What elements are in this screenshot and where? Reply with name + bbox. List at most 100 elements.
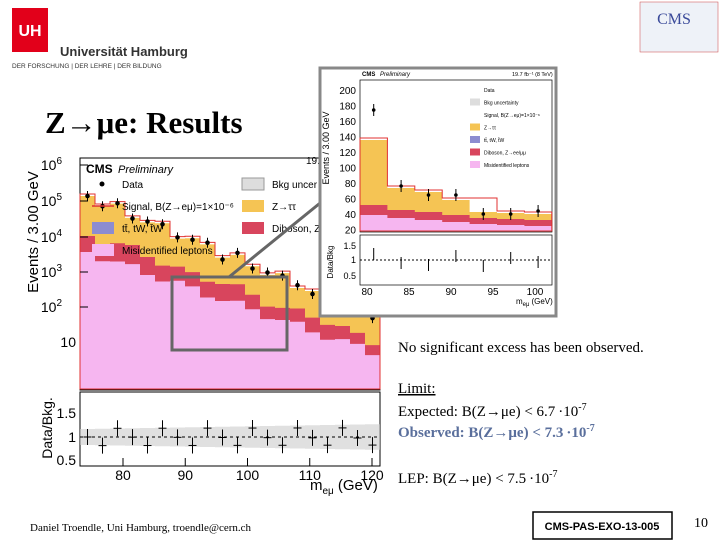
observed-text: Observed: B(Z→μe) < 7.3 (398, 425, 563, 441)
cms-logo (639, 1, 719, 53)
legend-label: Bkg uncer (272, 180, 318, 191)
inset-legend-label: Data (484, 88, 495, 94)
inset-y-tick-label: 80 (345, 179, 357, 190)
y-tick-exp: 4 (56, 228, 62, 239)
ratio-band (365, 424, 380, 450)
inset-legend-label: tt̄, tW, t̄W (484, 137, 505, 144)
no-excess: No significant excess has been observed. (398, 340, 644, 356)
legend-swatch (92, 244, 114, 256)
cms-logo-text: CMS (657, 11, 691, 28)
inset-orange (360, 140, 552, 231)
observed-base: ·10 (566, 425, 586, 441)
inset-plot: CMS Preliminary 19.7 fb⁻¹ (8 TeV) Events… (318, 66, 558, 318)
lep-text: LEP: B(Z→μe) < 7.5 (398, 471, 526, 487)
inset-legend-label: Z→ττ (484, 126, 496, 132)
results-text: No significant excess has been observed.… (398, 340, 644, 487)
inset-ratio-label: Data/Bkg (326, 246, 335, 279)
page-number: 10 (694, 516, 708, 531)
inset-x-label-sub: eμ (523, 302, 530, 308)
observed-exp: -7 (586, 423, 594, 434)
zoom-arrow (228, 193, 331, 279)
data-point (235, 250, 240, 256)
ratio-band (95, 428, 110, 446)
inset-x-label-text: m (516, 297, 523, 306)
y-tick-base: 10 (41, 193, 57, 209)
inset-lumi: 19.7 fb⁻¹ (8 TeV) (512, 72, 553, 78)
inset-legend-swatch (470, 111, 480, 118)
legend-swatch (92, 222, 114, 234)
motto: DER FORSCHUNG | DER LEHRE | DER BILDUNG (12, 63, 162, 70)
inset-y-tick-label: 200 (339, 86, 356, 97)
inset-stack (359, 104, 553, 232)
inset-legend-swatch (470, 123, 480, 131)
inset-data-point (454, 193, 458, 197)
legend-label: Diboson, Z (272, 224, 320, 235)
y-tick-exp: 5 (56, 192, 62, 203)
inset-x-unit: (GeV) (531, 297, 553, 306)
inset-legend-label: Bkg uncertainty (484, 101, 519, 107)
y-tick-exp: 3 (56, 263, 62, 274)
lumi: 19.7 (306, 156, 326, 167)
limit-heading: Limit: (398, 381, 436, 397)
ratio-band (245, 426, 260, 448)
inset-y-tick-label: 20 (345, 226, 357, 237)
y-tick-base: 10 (41, 229, 57, 245)
inset-x-tick-label: 90 (445, 287, 457, 298)
stack (79, 191, 381, 390)
data-point (205, 240, 210, 246)
inset-y-label: Events / 3.00 GeV (321, 111, 331, 184)
author: Daniel Troendle, Uni Hamburg, troendle@c… (30, 522, 252, 534)
inset-ratio-tick-label: 1 (351, 255, 356, 265)
inset-data-point (399, 184, 403, 188)
inset-data-point (508, 212, 513, 216)
university: Universität Hamburg (60, 44, 188, 59)
ratio-band (185, 427, 200, 447)
x-label: meμ (GeV) (310, 477, 378, 497)
expected: Expected: B(Z→μe) < 6.7·10-7 (398, 402, 587, 420)
x-tick-label: 120 (360, 467, 384, 483)
x-label-text: m (310, 477, 323, 494)
ratio-band (275, 425, 290, 449)
legend-marker (99, 181, 105, 187)
inset-legend-swatch (470, 98, 480, 106)
y-tick-label: 105 (41, 192, 63, 209)
lep-exp: -7 (549, 469, 557, 480)
data-point (250, 266, 255, 271)
legend-label: tt̄, tW, t̄W (122, 223, 163, 235)
inset-data-point (481, 212, 486, 216)
ratio-band (155, 427, 170, 447)
observed: Observed: B(Z→μe) < 7.3·10-7 (398, 423, 595, 441)
data-point (265, 270, 270, 275)
ratio-tick-label: 0.5 (57, 452, 77, 468)
inset-experiment: CMS (362, 72, 375, 78)
lep-base: ·10 (529, 471, 549, 487)
legend-swatch (242, 222, 264, 234)
y-label: Events / 3.00 GeV (25, 171, 42, 293)
ratio-band (335, 424, 350, 450)
legend-label: Misidentified leptons (122, 246, 213, 257)
inset-legend-label: Signal, B(Z→eμ)=1×10⁻⁶ (484, 113, 540, 119)
inset-y-tick-label: 160 (339, 117, 356, 128)
inset-x-tick-label: 85 (403, 287, 415, 298)
y-tick-base: 10 (41, 264, 57, 280)
data-point (130, 216, 135, 221)
y-tick-exp: 2 (56, 298, 62, 309)
stack-pink (80, 252, 380, 389)
inset-legend-swatch (470, 161, 480, 168)
uh-logo-text: UH (18, 23, 41, 40)
status: Preliminary (118, 164, 175, 176)
inset-x-tick-label: 100 (527, 287, 544, 298)
x-label-sub: eμ (323, 486, 335, 497)
uh-logo (12, 8, 48, 52)
y-tick-label: 102 (41, 298, 63, 315)
inset-ratio-tick-label: 1.5 (343, 241, 356, 251)
legend-swatch (241, 177, 265, 191)
x-tick-label: 90 (177, 467, 193, 483)
inset-legend-swatch (470, 136, 480, 143)
inset-legend-swatch (470, 86, 480, 93)
data-point (115, 200, 120, 206)
ratio-tick-label: 1 (68, 429, 76, 445)
inset-y-tick-label: 60 (345, 195, 357, 206)
ratio-label: Data/Bkg. (39, 397, 55, 458)
